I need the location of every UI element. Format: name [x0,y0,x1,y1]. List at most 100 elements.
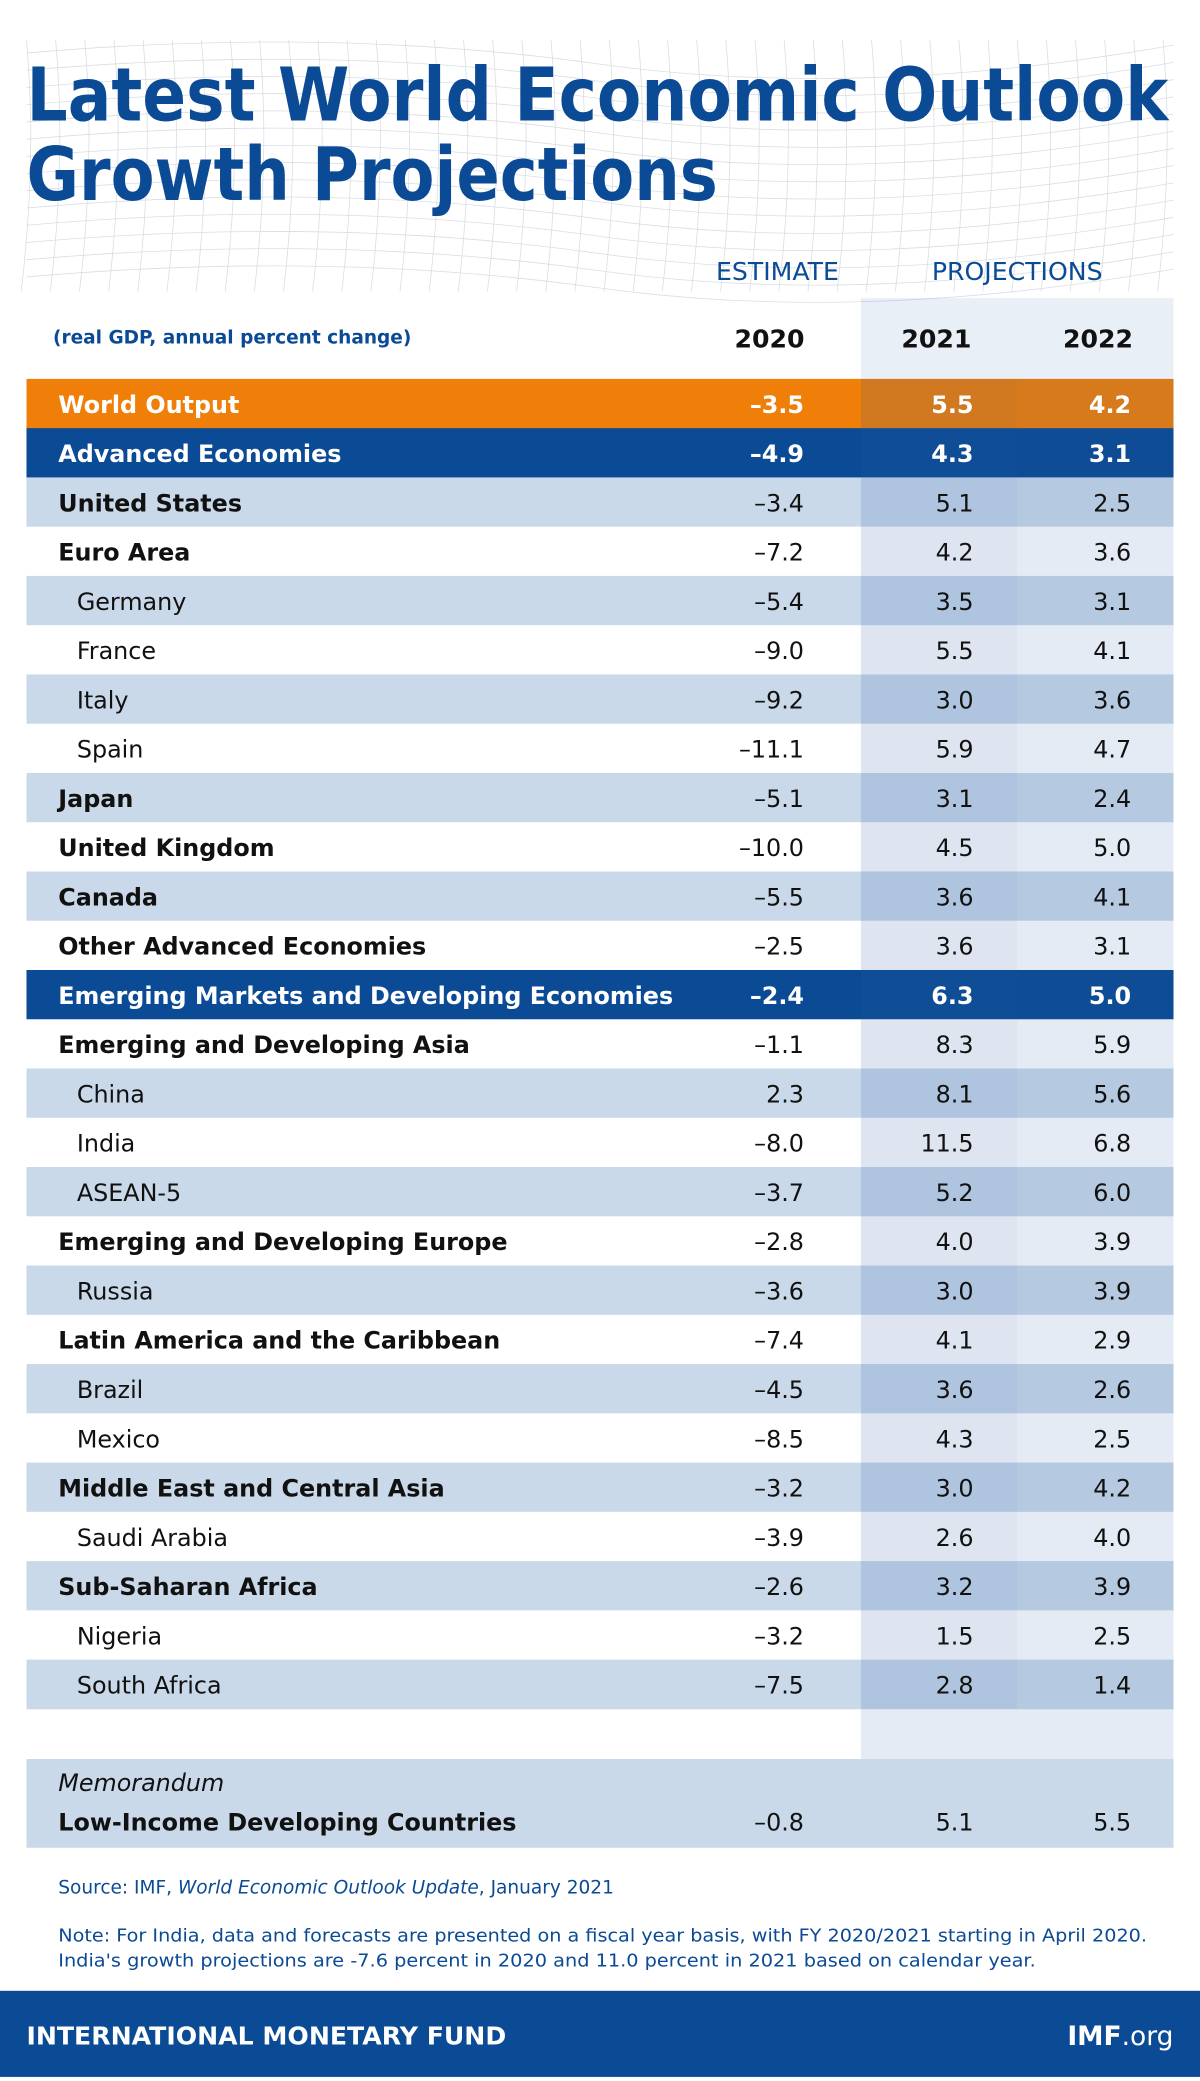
projection-shade [860,298,1174,379]
table: World Output –3.5 5.5 4.2 Advanced Economies… [26,378,1174,1760]
cell-value: 4.2 [1089,391,1131,419]
cell-value: –9.2 [754,686,804,714]
row-bg [26,625,1174,675]
row-bg [26,723,1174,774]
cell-value: 4.7 [1093,736,1131,764]
cell-value: –7.5 [754,1672,804,1700]
cell-value: 2.5 [1093,1622,1131,1650]
year-header: 2022 [1063,325,1133,354]
row-bg [26,1167,1174,1217]
mesh-line [574,39,585,292]
cell-value: –3.4 [754,489,804,517]
cell-value: 11.5 [920,1130,973,1158]
column-group-label: PROJECTIONS [932,257,1103,286]
cell-value: 3.6 [1093,539,1131,567]
cell-value: –11.1 [739,736,804,764]
mesh-line [1157,39,1168,292]
note-line: India's growth projections are -7.6 perc… [58,1952,1035,1972]
projection-shade [860,378,1174,1760]
cell-value: –8.5 [754,1425,804,1453]
cell-value: 3.6 [936,1376,974,1404]
cell-value: 3.9 [1093,1228,1131,1256]
mesh-line [26,58,1174,97]
cell-value: 2.6 [1093,1376,1131,1404]
mesh-line [49,39,61,292]
row-bg [26,772,1174,823]
cell-value: 5.9 [936,736,974,764]
footer-site-rest: .org [1122,2020,1174,2051]
row-label: Advanced Economies [58,440,341,468]
cell-value: 5.5 [931,391,973,419]
mesh-line [195,39,206,292]
mesh-line [26,213,1174,252]
row-label: Euro Area [58,539,190,567]
mesh-line [545,39,556,292]
mesh-line [26,93,1174,131]
cell-value: 4.2 [1093,1475,1131,1503]
cell-value: 4.0 [936,1228,974,1256]
footer-site-bold: IMF [1067,2020,1121,2051]
mesh-line [690,39,702,292]
projection-shade [860,378,1018,1709]
mesh-line [1069,39,1081,292]
cell-value: 3.6 [936,933,974,961]
mesh-line [26,265,1174,303]
column-group-label: ESTIMATE [716,257,839,286]
cell-value: 6.8 [1093,1130,1131,1158]
row-label: Nigeria [77,1622,162,1650]
cell-value: –4.5 [754,1376,804,1404]
mesh-line [26,179,1174,217]
cell-value: –3.9 [754,1524,804,1552]
cell-value: 3.0 [936,1278,974,1306]
mesh-line [894,39,906,292]
cell-value: 5.1 [936,489,974,517]
cell-value: 8.1 [936,1080,974,1108]
cell-value: 5.9 [1093,1031,1131,1059]
row-label: United States [58,489,242,517]
cell-value: –2.6 [754,1573,804,1601]
title-line: Latest World Economic Outlook [26,52,1169,138]
mesh-line [26,110,1174,148]
mesh-line [457,39,469,292]
memorandum-label: Memorandum [58,1769,224,1797]
row-label: ASEAN-5 [77,1179,181,1207]
row-label: Sub-Saharan Africa [58,1573,317,1601]
mesh-line [26,127,1174,165]
cell-value: 3.0 [936,1475,974,1503]
cell-value: 4.3 [936,1425,974,1453]
mesh-line [428,39,440,292]
row-bg [26,871,1174,922]
row-bg [26,1019,1174,1069]
mesh-line [312,39,323,292]
cell-value: –0.8 [754,1809,804,1837]
cell-value: 5.6 [1093,1080,1131,1108]
row-label: Germany [77,588,187,616]
mesh-line [1040,39,1051,292]
cell-value: –3.2 [754,1622,804,1650]
cell-value: 4.1 [1093,637,1131,665]
mesh-line [224,39,236,292]
cell-value: –3.6 [754,1278,804,1306]
mesh-line [166,39,177,292]
mesh-line [865,39,877,292]
cell-value: 3.9 [1093,1573,1131,1601]
cell-value: 4.1 [1093,883,1131,911]
mesh-line [982,39,993,292]
cell-value: –10.0 [739,834,804,862]
mesh-line [26,196,1174,234]
mesh-line [341,39,352,292]
mesh-line [953,39,964,292]
cell-value: 3.1 [1093,933,1131,961]
source-publication: World Economic Outlook Update [178,1877,479,1898]
cell-value: –5.4 [754,588,804,616]
mesh-line [1098,39,1110,292]
row-label: Latin America and the Caribbean [58,1327,500,1355]
row-bg [26,674,1174,725]
mesh-line [661,39,673,292]
row-label: Low-Income Developing Countries [58,1809,516,1837]
cell-value: 3.2 [936,1573,974,1601]
row-label: World Output [58,391,239,419]
cell-value: –3.7 [754,1179,804,1207]
row-bg [26,920,1174,971]
cell-value: 2.8 [936,1672,974,1700]
